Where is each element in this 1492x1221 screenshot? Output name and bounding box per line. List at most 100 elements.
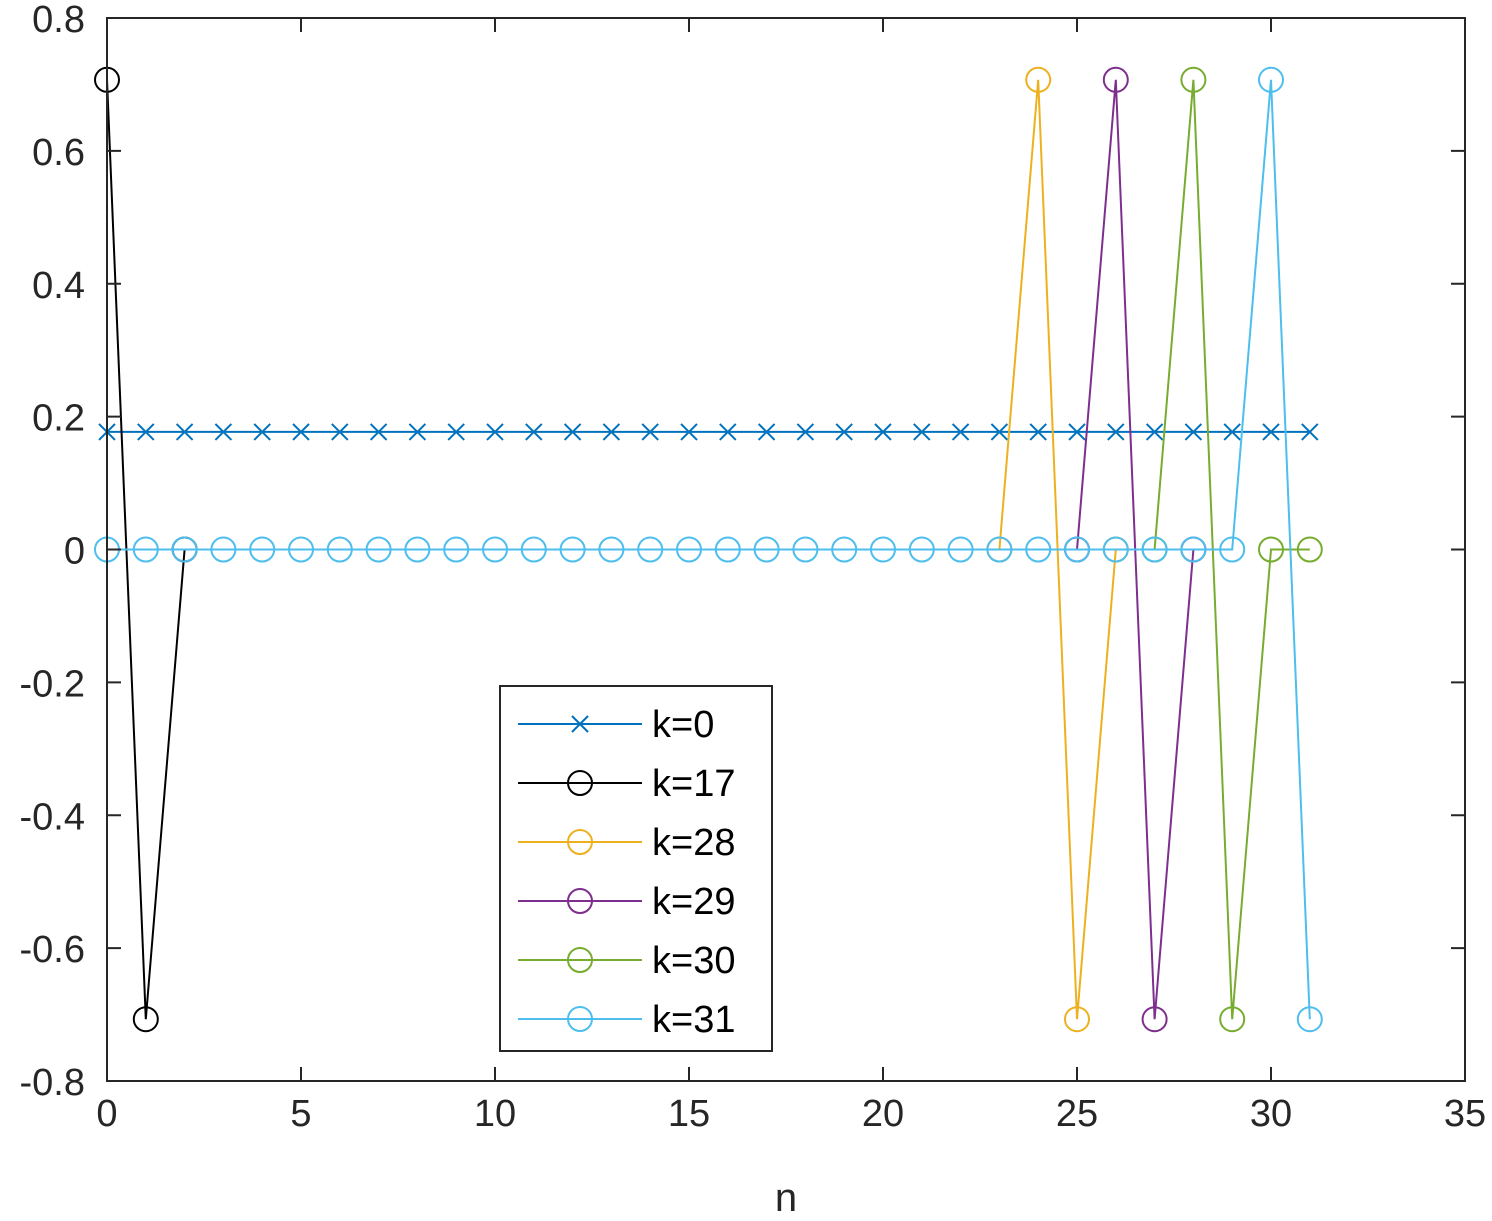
legend-marker	[567, 888, 593, 914]
data-point	[913, 423, 931, 441]
data-point	[1296, 1006, 1323, 1033]
data-point	[1258, 66, 1284, 93]
data-point	[1068, 423, 1086, 441]
data-point	[1262, 423, 1280, 441]
data-point	[951, 423, 970, 441]
data-point	[331, 423, 349, 441]
data-point	[326, 536, 353, 563]
legend-label: k=29	[652, 881, 735, 923]
legend-marker	[571, 715, 589, 733]
x-tick-label: 0	[96, 1093, 117, 1135]
data-point	[443, 536, 470, 563]
data-point	[1219, 536, 1246, 563]
data-point	[447, 423, 465, 441]
data-point	[986, 536, 1013, 563]
series-k=31	[94, 66, 1323, 1033]
y-tick-label: 0	[64, 531, 85, 573]
data-point	[1219, 1006, 1246, 1033]
data-point	[796, 423, 815, 441]
data-point	[1141, 1006, 1168, 1033]
data-point	[214, 423, 233, 441]
data-point	[292, 423, 310, 441]
y-tick-label: -0.8	[20, 1062, 85, 1104]
data-point	[753, 536, 780, 563]
data-point	[835, 423, 853, 441]
data-point	[404, 536, 431, 563]
data-point	[641, 423, 659, 441]
y-tick-label: -0.6	[20, 929, 85, 971]
data-point	[137, 423, 155, 441]
data-point	[990, 423, 1009, 441]
data-point	[1145, 423, 1164, 441]
legend-item: k=29	[518, 881, 735, 923]
legend-label: k=0	[652, 704, 714, 746]
data-point	[831, 536, 858, 563]
data-point	[1025, 536, 1052, 563]
data-point	[1025, 66, 1052, 93]
data-point	[792, 536, 819, 563]
series-k=0	[98, 423, 1319, 441]
legend-marker	[567, 947, 593, 973]
data-point	[757, 423, 776, 441]
legend-marker	[567, 1006, 593, 1032]
data-point	[525, 423, 543, 441]
data-point	[1258, 536, 1284, 563]
tick-layer: 0 5 10 15 20 25 30 35 -0.8 -0.6 -0.4 -0.2 0 0.2 0.4 0.6…	[20, 0, 1487, 1135]
legend-label: k=28	[652, 822, 735, 864]
data-point	[1180, 536, 1207, 563]
x-tick-label: 15	[668, 1093, 710, 1135]
legend-item: k=0	[518, 704, 714, 746]
y-tick-label: -0.2	[20, 663, 85, 705]
data-point	[1141, 536, 1168, 563]
data-point	[870, 536, 896, 563]
x-tick-label: 35	[1444, 1093, 1486, 1135]
data-point	[598, 536, 625, 563]
data-point	[676, 536, 702, 563]
series-layer	[94, 66, 1323, 1033]
data-point	[714, 536, 741, 563]
data-point	[132, 1006, 159, 1033]
legend-box	[499, 685, 773, 1052]
series-line	[107, 79, 1311, 1020]
data-point	[602, 423, 621, 441]
data-point	[253, 423, 271, 441]
legend-label: k=31	[652, 999, 735, 1041]
legend: k=0 k=17 k=28 k=29 k=30 k=31	[499, 685, 773, 1052]
data-point	[1064, 536, 1090, 563]
data-point	[908, 536, 935, 563]
legend-label: k=17	[652, 763, 735, 805]
series-k=30	[1141, 66, 1323, 1033]
data-point	[132, 536, 159, 563]
data-point	[1184, 423, 1203, 441]
y-tick-label: -0.4	[20, 796, 85, 838]
data-point	[1102, 66, 1129, 93]
data-point	[719, 423, 737, 441]
data-point	[408, 423, 427, 441]
data-point	[1180, 66, 1207, 93]
data-point	[1107, 423, 1125, 441]
x-tick-label: 30	[1250, 1093, 1292, 1135]
data-point	[369, 423, 388, 441]
legend-item: k=28	[518, 822, 735, 864]
data-point	[1301, 423, 1319, 441]
data-point	[365, 536, 392, 563]
y-tick-label: 0.6	[32, 132, 85, 174]
data-point	[947, 536, 974, 563]
data-point	[637, 536, 664, 563]
y-tick-label: 0.4	[32, 265, 85, 307]
y-tick-label: 0.8	[32, 0, 85, 41]
data-point	[1029, 423, 1047, 441]
data-point	[1064, 1006, 1090, 1033]
legend-marker	[567, 770, 593, 796]
x-tick-label: 25	[1056, 1093, 1098, 1135]
data-point	[482, 536, 508, 563]
legend-item: k=31	[518, 999, 735, 1041]
y-tick-label: 0.2	[32, 398, 85, 440]
data-point	[1223, 423, 1241, 441]
data-point	[1102, 536, 1129, 563]
data-point	[210, 536, 237, 563]
data-point	[680, 423, 698, 441]
data-point	[563, 423, 582, 441]
data-point	[171, 536, 198, 563]
